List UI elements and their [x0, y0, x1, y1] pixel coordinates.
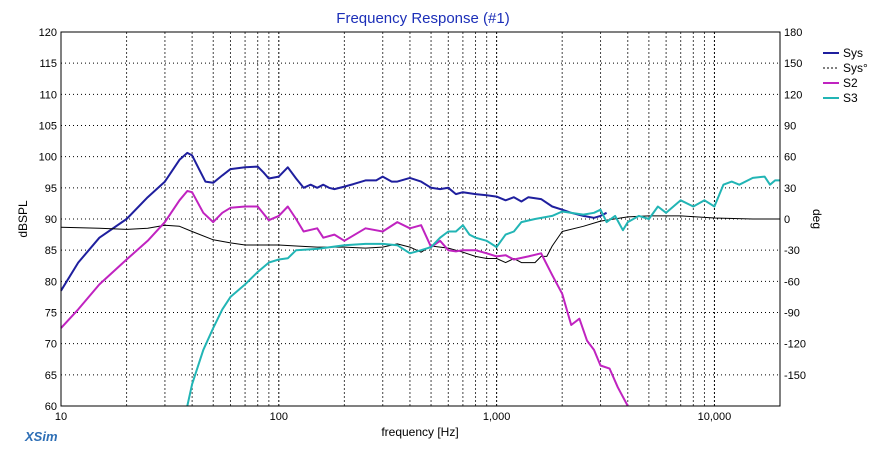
y-tick-label: 80 — [45, 276, 57, 288]
y2-tick-label: -120 — [784, 339, 806, 351]
y2-tick-label: 0 — [784, 214, 790, 226]
legend-label: Sys — [843, 46, 863, 60]
y2-tick-label: 180 — [784, 27, 802, 39]
legend-label: Sys° — [843, 61, 868, 75]
y2-axis-label: deg — [810, 209, 824, 229]
series-line-s2 — [60, 190, 629, 407]
y-tick-label: 110 — [39, 89, 57, 101]
x-tick-label: 10,000 — [698, 411, 732, 423]
xsim-logo: XSim — [24, 429, 58, 444]
y-axis-label: dBSPL — [16, 200, 30, 238]
y-tick-label: 95 — [45, 183, 57, 195]
chart-title: Frequency Response (#1) — [336, 10, 509, 27]
legend-label: S2 — [843, 76, 858, 90]
y-tick-label: 90 — [45, 214, 57, 226]
y-tick-label: 105 — [39, 121, 57, 133]
series-line-sys-phase — [60, 215, 780, 264]
y-tick-label: 75 — [45, 308, 57, 320]
y-tick-label: 120 — [39, 27, 57, 39]
left-axis-ticks: 60 65 70 75 80 85 90 95 100 105 110 115 120 — [39, 27, 57, 413]
y2-tick-label: 150 — [784, 58, 802, 70]
x-axis-label: frequency [Hz] — [381, 425, 458, 439]
right-axis-ticks: -150 -120 -90 -60 -30 0 30 60 90 120 150 180 — [784, 27, 806, 382]
y2-tick-label: -30 — [784, 245, 800, 257]
y2-tick-label: 120 — [784, 89, 802, 101]
x-tick-label: 10 — [55, 411, 67, 423]
y2-tick-label: -60 — [784, 276, 800, 288]
y-tick-label: 115 — [39, 58, 57, 70]
plot-frame — [60, 31, 781, 407]
legend-label: S3 — [843, 91, 858, 105]
x-tick-label: 1,000 — [483, 411, 511, 423]
y-tick-label: 65 — [45, 370, 57, 382]
x-tick-label: 100 — [270, 411, 288, 423]
y2-tick-label: 90 — [784, 121, 796, 133]
y2-tick-label: -90 — [784, 308, 800, 320]
y2-tick-label: -150 — [784, 370, 806, 382]
series-line-s3 — [186, 175, 780, 407]
y-tick-label: 60 — [45, 401, 57, 413]
y2-tick-label: 60 — [784, 152, 796, 164]
y-tick-label: 70 — [45, 339, 57, 351]
series-line-sys — [60, 151, 608, 292]
y2-tick-label: 30 — [784, 183, 796, 195]
plot-series — [60, 151, 780, 407]
y-tick-label: 85 — [45, 245, 57, 257]
bottom-axis-ticks: 10 100 1,000 10,000 — [55, 411, 731, 423]
y-tick-label: 100 — [39, 152, 57, 164]
